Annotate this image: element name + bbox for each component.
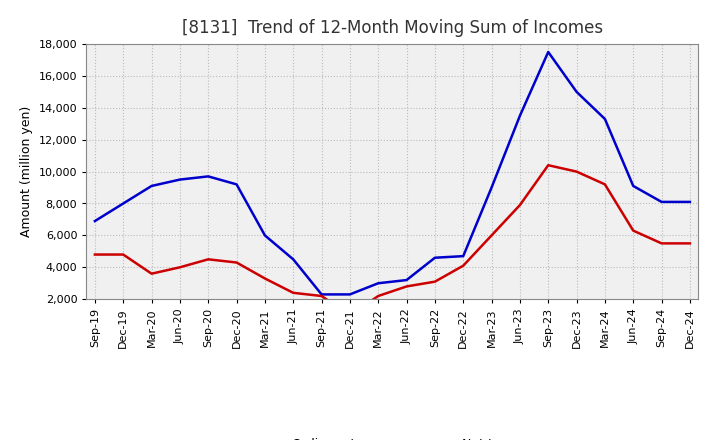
Ordinary Income xyxy=(685,199,694,205)
Ordinary Income xyxy=(516,113,524,118)
Net Income xyxy=(459,263,467,268)
Line: Net Income: Net Income xyxy=(95,165,690,315)
Ordinary Income xyxy=(459,253,467,259)
Ordinary Income xyxy=(119,201,127,206)
Ordinary Income xyxy=(346,292,354,297)
Ordinary Income xyxy=(572,89,581,95)
Net Income xyxy=(657,241,666,246)
Ordinary Income xyxy=(431,255,439,260)
Net Income xyxy=(629,228,637,233)
Ordinary Income xyxy=(318,292,326,297)
Ordinary Income xyxy=(91,218,99,224)
Net Income xyxy=(572,169,581,174)
Ordinary Income xyxy=(629,183,637,189)
Y-axis label: Amount (million yen): Amount (million yen) xyxy=(20,106,33,237)
Ordinary Income xyxy=(204,174,212,179)
Ordinary Income xyxy=(289,257,297,262)
Net Income xyxy=(91,252,99,257)
Line: Ordinary Income: Ordinary Income xyxy=(95,52,690,294)
Net Income xyxy=(374,293,382,299)
Net Income xyxy=(318,293,326,299)
Title: [8131]  Trend of 12-Month Moving Sum of Incomes: [8131] Trend of 12-Month Moving Sum of I… xyxy=(182,19,603,37)
Net Income xyxy=(261,276,269,281)
Legend: Ordinary Income, Net Income: Ordinary Income, Net Income xyxy=(246,433,539,440)
Ordinary Income xyxy=(600,116,609,121)
Net Income xyxy=(119,252,127,257)
Ordinary Income xyxy=(487,185,496,190)
Ordinary Income xyxy=(657,199,666,205)
Net Income xyxy=(431,279,439,284)
Net Income xyxy=(289,290,297,296)
Ordinary Income xyxy=(374,281,382,286)
Net Income xyxy=(148,271,156,276)
Net Income xyxy=(346,312,354,318)
Ordinary Income xyxy=(261,233,269,238)
Net Income xyxy=(516,202,524,208)
Net Income xyxy=(685,241,694,246)
Net Income xyxy=(402,284,411,289)
Net Income xyxy=(204,257,212,262)
Net Income xyxy=(233,260,241,265)
Net Income xyxy=(600,182,609,187)
Net Income xyxy=(176,265,184,270)
Ordinary Income xyxy=(402,278,411,283)
Net Income xyxy=(487,233,496,238)
Ordinary Income xyxy=(176,177,184,182)
Net Income xyxy=(544,162,552,168)
Ordinary Income xyxy=(148,183,156,189)
Ordinary Income xyxy=(233,182,241,187)
Ordinary Income xyxy=(544,49,552,55)
